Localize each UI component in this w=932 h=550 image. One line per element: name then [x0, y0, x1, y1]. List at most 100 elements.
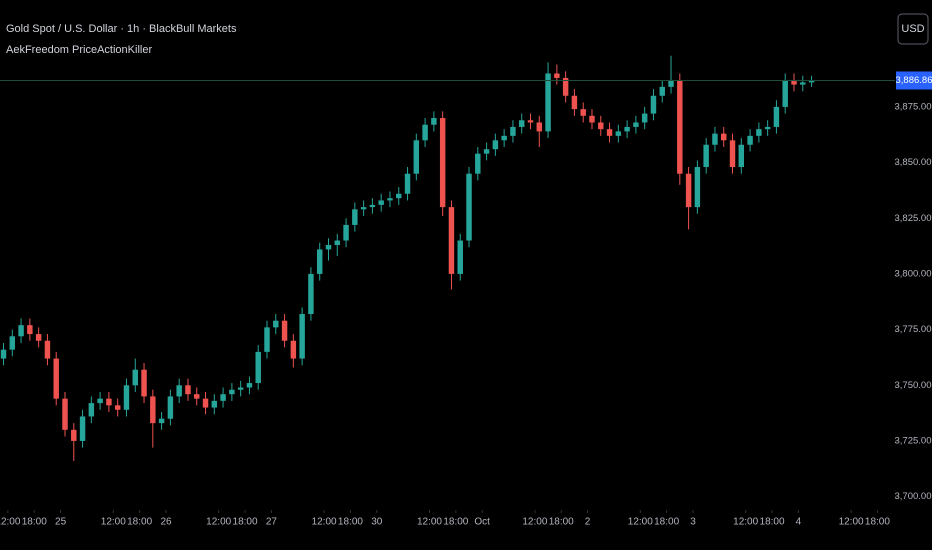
- candle-body: [27, 325, 33, 335]
- candle-body: [211, 400, 218, 408]
- candle-body: [685, 173, 692, 208]
- candle-body: [194, 394, 200, 399]
- candle-body: [466, 173, 472, 241]
- candle-body: [606, 129, 613, 136]
- candle-body: [492, 140, 499, 150]
- candle-body: [729, 140, 736, 168]
- x-tick-label: 18:00: [865, 517, 890, 528]
- candle-body: [299, 314, 305, 359]
- candle-body: [545, 73, 551, 132]
- x-tick-label: 12:00: [0, 517, 21, 528]
- candle-body: [571, 95, 578, 110]
- plot: 3,700.00 3,725.00 3,750.00 3,775.00 3,800.00…: [0, 55, 932, 528]
- candle-body: [659, 86, 665, 96]
- x-tick-label: 18:00: [22, 517, 47, 528]
- candle-body: [150, 396, 156, 424]
- candle-body: [123, 385, 130, 410]
- candle-body: [580, 109, 586, 116]
- x-tick-label: 4: [796, 517, 802, 528]
- x-tick-label: 2: [585, 517, 591, 528]
- candle-body: [782, 80, 788, 107]
- x-tick-label: 3: [690, 517, 696, 528]
- candle-body: [9, 336, 16, 350]
- y-tick-label: 3,875.00: [895, 101, 932, 112]
- candle-body: [738, 144, 745, 168]
- x-tick-label: 18:00: [549, 517, 574, 528]
- x-tick-label: 18:00: [233, 517, 258, 528]
- x-tick-label: 18:00: [443, 517, 468, 528]
- candle-body: [53, 358, 59, 399]
- y-tick-label: 3,700.00: [895, 491, 932, 502]
- x-tick-label: 25: [55, 517, 67, 528]
- candle-body: [246, 383, 253, 388]
- x-tick-label: 12:00: [312, 517, 337, 528]
- y-tick-label: 3,800.00: [895, 268, 932, 279]
- candle-body: [229, 389, 235, 395]
- candle-body: [114, 405, 121, 410]
- candle-body: [694, 167, 701, 208]
- candle-body: [562, 77, 569, 96]
- candle-body: [527, 120, 534, 123]
- candle-body: [808, 80, 815, 83]
- candle-body: [764, 126, 771, 130]
- candle-body: [422, 124, 428, 141]
- candle-body: [334, 240, 340, 245]
- y-tick-label: 3,825.00: [895, 213, 932, 224]
- candle-body: [747, 135, 753, 145]
- candle-body: [0, 349, 7, 359]
- candle-body: [97, 398, 103, 404]
- currency-label[interactable]: USD: [901, 23, 924, 35]
- candle-body: [237, 387, 244, 390]
- x-tick-label: 27: [266, 517, 278, 528]
- candle-body: [457, 240, 463, 274]
- y-tick-label: 3,725.00: [895, 435, 932, 446]
- candle-body: [255, 351, 261, 384]
- candle-body: [641, 113, 648, 123]
- candle-body: [650, 95, 657, 114]
- candle-body: [536, 122, 543, 132]
- candle-body: [202, 398, 209, 408]
- candle-body: [158, 418, 165, 424]
- candle-body: [264, 327, 270, 352]
- candle-body: [431, 118, 437, 125]
- currency-button[interactable]: [897, 13, 929, 45]
- candle-body: [589, 115, 595, 123]
- candle-body: [773, 106, 780, 127]
- candle-body: [439, 118, 446, 208]
- indicator-name: AekFreedom PriceActionKiller: [6, 44, 152, 56]
- x-tick-label: 12:00: [628, 517, 653, 528]
- x-tick-label: 18:00: [338, 517, 363, 528]
- x-tick-label: 18:00: [654, 517, 679, 528]
- candle-body: [352, 209, 358, 225]
- candle-body: [281, 320, 288, 341]
- x-tick-label: 12:00: [101, 517, 126, 528]
- candle-body: [71, 429, 77, 441]
- candle-body: [18, 325, 24, 337]
- candle-body: [800, 82, 806, 85]
- candle-body: [343, 224, 349, 241]
- candle-body: [378, 200, 384, 205]
- candle-body: [273, 320, 279, 328]
- candle-body: [554, 73, 560, 78]
- candle-body: [518, 120, 525, 127]
- candle-body: [132, 369, 138, 386]
- candle-body: [176, 385, 182, 397]
- candle-body: [483, 149, 490, 154]
- candle-body: [79, 416, 86, 441]
- candle-body: [185, 385, 191, 395]
- candle-body: [615, 131, 622, 136]
- candle-body: [44, 340, 51, 359]
- candle-body: [308, 273, 314, 315]
- candle-body: [703, 144, 709, 168]
- candle-body: [510, 126, 516, 136]
- chart-title: Gold Spot / U.S. Dollar · 1h · BlackBull…: [6, 23, 237, 35]
- x-tick-label: 12:00: [733, 517, 758, 528]
- candle-body: [448, 207, 455, 274]
- candle-body: [624, 126, 630, 132]
- x-tick-label: 30: [371, 517, 383, 528]
- y-tick-label: 3,850.00: [895, 157, 932, 168]
- candle-body: [756, 129, 762, 136]
